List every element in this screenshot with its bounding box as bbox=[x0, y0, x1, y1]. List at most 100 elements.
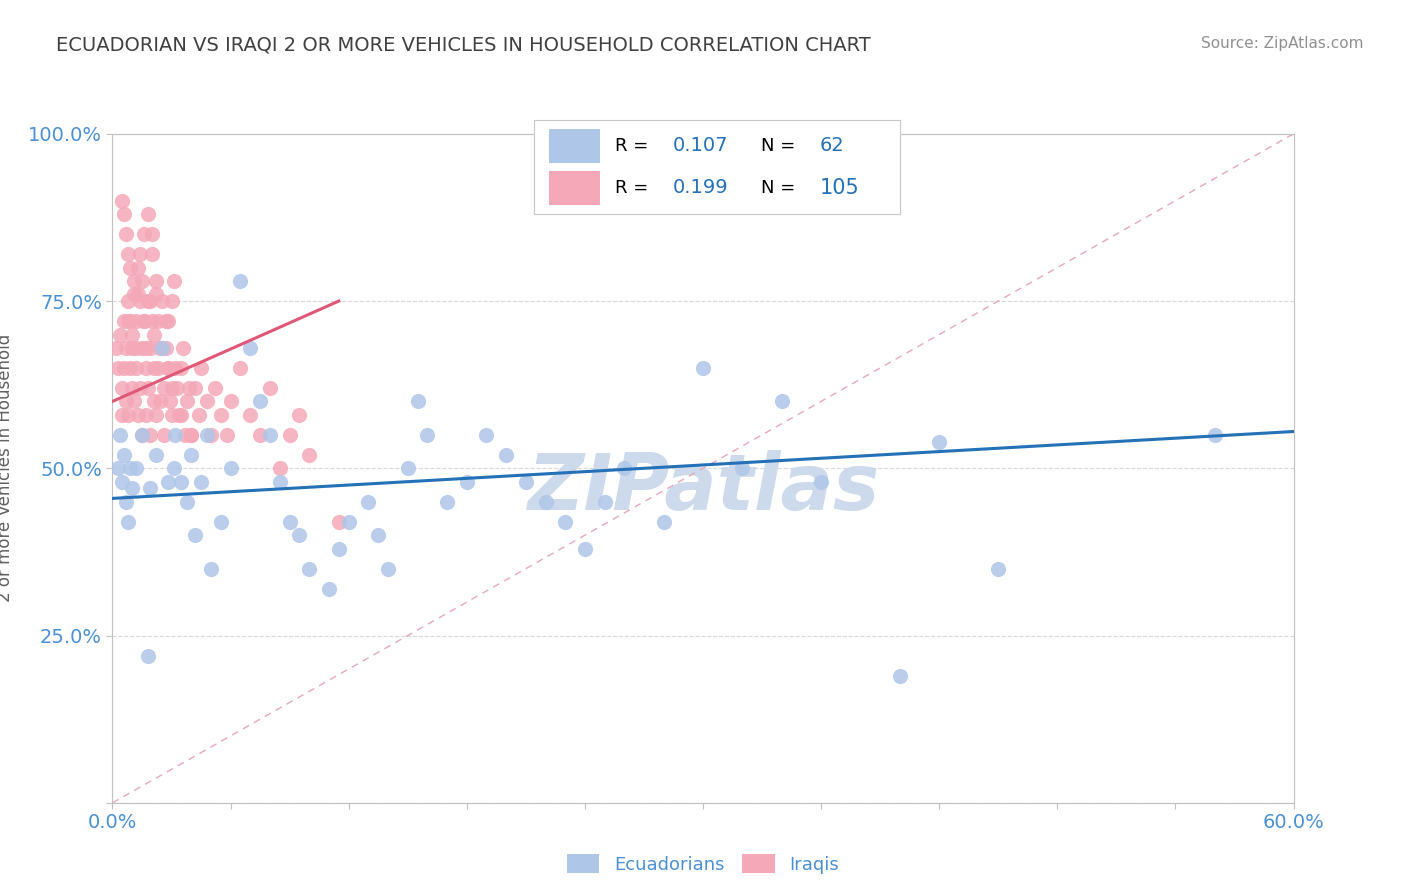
Point bbox=[129, 381, 152, 395]
Point bbox=[142, 361, 165, 376]
Point bbox=[127, 287, 149, 301]
Point bbox=[288, 528, 311, 542]
Point bbox=[195, 394, 218, 409]
Point bbox=[117, 314, 139, 328]
Point bbox=[239, 341, 262, 355]
Point bbox=[156, 361, 179, 376]
Legend: Ecuadorians, Iraqis: Ecuadorians, Iraqis bbox=[560, 847, 846, 880]
Point bbox=[145, 448, 167, 462]
Point bbox=[145, 274, 167, 288]
Point bbox=[406, 394, 429, 409]
Point bbox=[121, 381, 143, 395]
Point bbox=[200, 562, 222, 576]
Point bbox=[554, 515, 576, 529]
Point bbox=[145, 408, 167, 422]
Point bbox=[172, 341, 194, 355]
Point bbox=[146, 361, 169, 376]
Point bbox=[188, 408, 211, 422]
Point bbox=[112, 448, 135, 462]
Point bbox=[190, 361, 212, 376]
Point bbox=[889, 669, 911, 683]
Point bbox=[298, 448, 321, 462]
Point bbox=[129, 247, 152, 261]
Point bbox=[141, 247, 163, 261]
Point bbox=[165, 361, 187, 376]
Point bbox=[396, 461, 419, 475]
Point bbox=[184, 528, 207, 542]
Point bbox=[204, 381, 226, 395]
Text: R =: R = bbox=[614, 136, 648, 154]
Point bbox=[120, 461, 142, 475]
Point bbox=[475, 428, 498, 442]
Text: R =: R = bbox=[614, 179, 648, 197]
Point bbox=[534, 494, 557, 508]
Point bbox=[288, 408, 311, 422]
Point bbox=[159, 394, 181, 409]
Point bbox=[495, 448, 517, 462]
Bar bbox=[548, 128, 600, 162]
Point bbox=[209, 408, 232, 422]
Text: 105: 105 bbox=[820, 178, 859, 198]
Point bbox=[652, 515, 675, 529]
Point bbox=[593, 494, 616, 508]
Point bbox=[156, 475, 179, 489]
Point bbox=[115, 494, 138, 508]
Point bbox=[436, 494, 458, 508]
Point bbox=[810, 475, 832, 489]
Point bbox=[613, 461, 636, 475]
Point bbox=[110, 327, 132, 342]
Point bbox=[180, 448, 202, 462]
Point bbox=[259, 381, 281, 395]
Text: N =: N = bbox=[761, 136, 796, 154]
Point bbox=[162, 461, 184, 475]
Point bbox=[180, 428, 202, 442]
Point bbox=[278, 428, 301, 442]
Point bbox=[928, 434, 950, 449]
Point bbox=[269, 475, 291, 489]
Text: 62: 62 bbox=[820, 136, 844, 155]
Text: 0.199: 0.199 bbox=[673, 178, 728, 197]
Point bbox=[328, 515, 350, 529]
Point bbox=[150, 294, 173, 309]
Point bbox=[170, 361, 193, 376]
Point bbox=[111, 194, 134, 208]
Point bbox=[132, 227, 155, 242]
Point bbox=[176, 494, 198, 508]
Point bbox=[115, 341, 138, 355]
Point bbox=[110, 428, 132, 442]
Point bbox=[249, 428, 271, 442]
Point bbox=[111, 381, 134, 395]
Point bbox=[132, 314, 155, 328]
Point bbox=[139, 428, 162, 442]
Point bbox=[125, 461, 148, 475]
Y-axis label: 2 or more Vehicles in Household: 2 or more Vehicles in Household bbox=[0, 334, 14, 602]
Point bbox=[239, 408, 262, 422]
Point bbox=[278, 515, 301, 529]
Text: 0.107: 0.107 bbox=[673, 136, 728, 155]
Point bbox=[136, 381, 159, 395]
Point bbox=[115, 394, 138, 409]
Point bbox=[132, 314, 155, 328]
Point bbox=[136, 648, 159, 663]
Point bbox=[229, 274, 252, 288]
Point bbox=[416, 428, 439, 442]
Point bbox=[184, 381, 207, 395]
Point bbox=[135, 341, 157, 355]
Point bbox=[127, 260, 149, 275]
Point bbox=[215, 428, 238, 442]
Point bbox=[120, 361, 142, 376]
Point bbox=[141, 227, 163, 242]
Point bbox=[259, 428, 281, 442]
Point bbox=[122, 274, 145, 288]
Point bbox=[145, 287, 167, 301]
Point bbox=[456, 475, 478, 489]
Point bbox=[166, 381, 188, 395]
Point bbox=[136, 207, 159, 221]
Point bbox=[731, 461, 754, 475]
Point bbox=[142, 394, 165, 409]
Point bbox=[111, 475, 134, 489]
Point bbox=[120, 314, 142, 328]
Point bbox=[135, 361, 157, 376]
Point bbox=[120, 260, 142, 275]
Point bbox=[219, 461, 242, 475]
